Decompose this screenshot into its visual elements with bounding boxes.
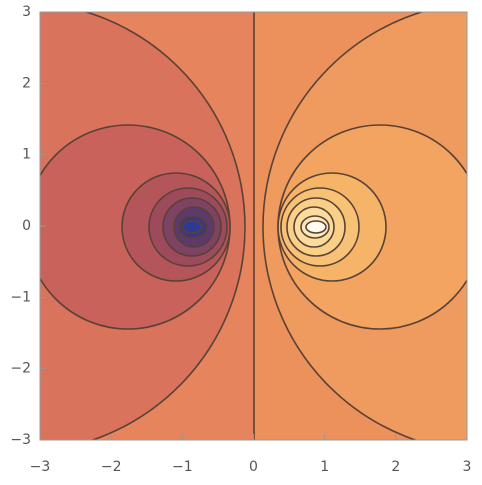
y-tick-label: 3 bbox=[22, 4, 31, 20]
x-tick-label: 2 bbox=[391, 459, 400, 475]
x-tick-label: 1 bbox=[320, 459, 329, 475]
x-tick-label: −3 bbox=[30, 459, 51, 475]
x-tick-label: −2 bbox=[101, 459, 122, 475]
y-tick-label: −1 bbox=[10, 289, 31, 305]
y-tick-label: 0 bbox=[22, 218, 31, 234]
y-tick-label: −3 bbox=[10, 432, 31, 448]
x-tick-label: −1 bbox=[172, 459, 193, 475]
contour-plot bbox=[40, 12, 467, 440]
contour bbox=[181, 220, 203, 234]
y-tick-label: 2 bbox=[22, 75, 31, 91]
x-tick-label: 3 bbox=[463, 459, 472, 475]
contour bbox=[305, 220, 327, 234]
y-tick-label: −2 bbox=[10, 361, 31, 377]
y-tick-label: 1 bbox=[22, 147, 31, 163]
x-tick-label: 0 bbox=[249, 459, 258, 475]
